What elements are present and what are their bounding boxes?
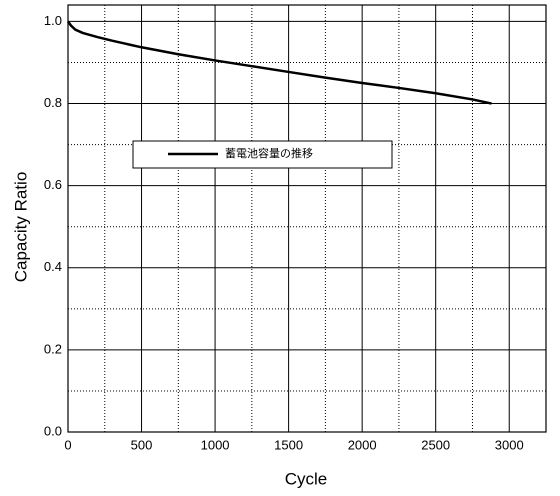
x-tick-label: 2000	[348, 437, 377, 452]
y-tick-label: 0.8	[44, 95, 62, 110]
x-axis-label: Cycle	[285, 469, 328, 488]
y-tick-label: 0.4	[44, 259, 62, 274]
x-tick-label: 1000	[201, 437, 230, 452]
y-axis-label: Capacity Ratio	[11, 172, 30, 283]
legend-label: 蓄電池容量の推移	[225, 146, 313, 160]
y-tick-label: 1.0	[44, 13, 62, 28]
x-tick-label: 0	[64, 437, 71, 452]
x-tick-label: 1500	[274, 437, 303, 452]
x-tick-label: 2500	[421, 437, 450, 452]
y-tick-label: 0.2	[44, 341, 62, 356]
y-tick-label: 0.0	[44, 423, 62, 438]
x-tick-label: 500	[131, 437, 153, 452]
data-line	[66, 20, 492, 105]
y-tick-label: 0.6	[44, 177, 62, 192]
plot-frame	[67, 4, 547, 433]
x-tick-label: 3000	[495, 437, 524, 452]
